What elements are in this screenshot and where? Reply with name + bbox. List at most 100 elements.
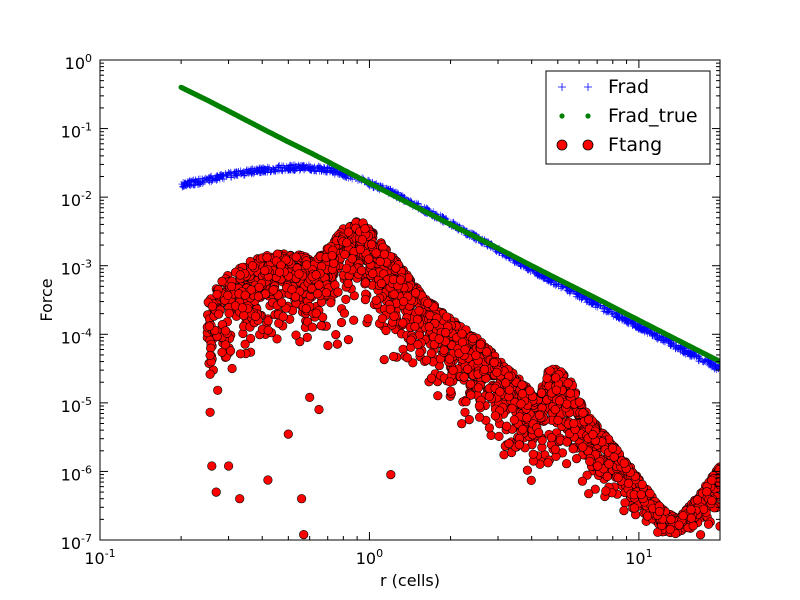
ftang-point	[619, 506, 629, 516]
ftang-point	[361, 278, 371, 288]
ftang-point	[578, 442, 588, 452]
ftang-point	[379, 249, 390, 259]
ftang-point	[686, 505, 696, 515]
ftang-point	[341, 263, 352, 273]
ftang-point	[654, 507, 665, 517]
ftang-point	[674, 520, 684, 530]
ftang-point	[357, 235, 367, 245]
ftang-point	[205, 350, 215, 361]
ftang-point	[343, 278, 353, 289]
ftang-point	[582, 470, 592, 480]
ftang-point	[543, 458, 553, 468]
ftang-point	[484, 391, 494, 402]
ftang-point	[542, 373, 552, 383]
ftang-point	[227, 363, 237, 374]
ftang-point	[260, 266, 270, 276]
ftang-point	[590, 484, 600, 494]
ftang-point	[377, 313, 388, 324]
ftang-point	[479, 364, 490, 375]
ftang-point	[546, 433, 557, 443]
ftang-point	[410, 322, 420, 332]
ftang-point	[386, 470, 396, 480]
ftang-point	[593, 461, 603, 471]
ftang-point	[413, 339, 423, 350]
ftang-point	[517, 389, 528, 399]
ftang-point	[457, 419, 467, 429]
ftang-point	[213, 385, 223, 395]
ftang-point	[207, 301, 217, 311]
ftang-point	[468, 334, 478, 344]
ftang-point	[619, 458, 629, 468]
ftang-point	[364, 254, 374, 264]
ftang-point	[371, 248, 381, 258]
ftang-point	[224, 308, 234, 319]
ftang-point	[316, 321, 326, 331]
ftang-point	[367, 239, 377, 249]
ftang-point	[204, 321, 214, 331]
ftang-point	[211, 487, 221, 497]
ftang-point	[398, 318, 408, 328]
ftang-point	[226, 346, 236, 356]
ftang-point	[268, 285, 278, 295]
ftang-point	[307, 322, 318, 332]
ftang-point	[395, 275, 406, 285]
ftang-point	[528, 449, 538, 459]
ftang-point	[239, 311, 249, 321]
ftang-point	[707, 475, 717, 485]
ftang-point	[347, 254, 357, 264]
ftang-point	[221, 326, 231, 336]
ftang-point	[224, 461, 234, 471]
ftang-point	[349, 315, 359, 325]
ftang-point	[294, 269, 304, 279]
ftang-point	[629, 503, 640, 513]
ftang-point	[475, 412, 485, 422]
ftang-point	[314, 280, 324, 290]
ftang-point	[301, 260, 312, 270]
ftang-point	[504, 439, 514, 449]
ftang-point	[583, 415, 594, 425]
ftang-point	[518, 424, 528, 434]
ftang-point	[376, 278, 387, 289]
ftang-point	[278, 312, 288, 322]
ftang-point	[434, 334, 444, 344]
ftang-point	[461, 397, 471, 407]
ftang-point	[339, 308, 350, 318]
ftang-point	[534, 428, 544, 438]
ftang-point	[311, 270, 321, 280]
ftang-point	[313, 289, 323, 299]
ftang-point	[414, 306, 424, 316]
ftang-point	[214, 309, 224, 319]
ftang-point	[421, 355, 432, 365]
ftang-point	[379, 355, 389, 365]
ftang-point	[433, 391, 443, 401]
ftang-point	[565, 388, 576, 398]
ftang-point	[666, 514, 676, 525]
ftang-point	[426, 373, 437, 383]
ftang-point	[341, 294, 351, 305]
ftang-point	[551, 373, 561, 383]
ftang-point	[522, 413, 532, 423]
ftang-point	[445, 377, 455, 387]
ftang-point	[707, 496, 717, 506]
ftang-point	[439, 345, 449, 355]
ftang-point	[471, 350, 481, 360]
ftang-point	[415, 347, 425, 358]
ftang-point	[290, 292, 301, 302]
ftang-point	[326, 298, 336, 308]
ftang-point	[441, 328, 451, 338]
ftang-point	[291, 252, 301, 262]
ftang-point	[336, 317, 347, 328]
ftang-point	[703, 519, 714, 529]
ftang-point	[501, 378, 511, 388]
ftang-point	[212, 289, 222, 300]
ftang-point	[342, 238, 352, 248]
ftang-point	[536, 388, 547, 398]
ftang-point	[460, 407, 470, 417]
ftang-point	[642, 511, 653, 521]
ftang-point	[441, 312, 452, 322]
ftang-point	[574, 397, 585, 407]
ftang-point	[343, 335, 354, 345]
ftang-point	[494, 431, 504, 442]
ftang-point	[283, 429, 293, 439]
ftang-point	[388, 351, 399, 362]
